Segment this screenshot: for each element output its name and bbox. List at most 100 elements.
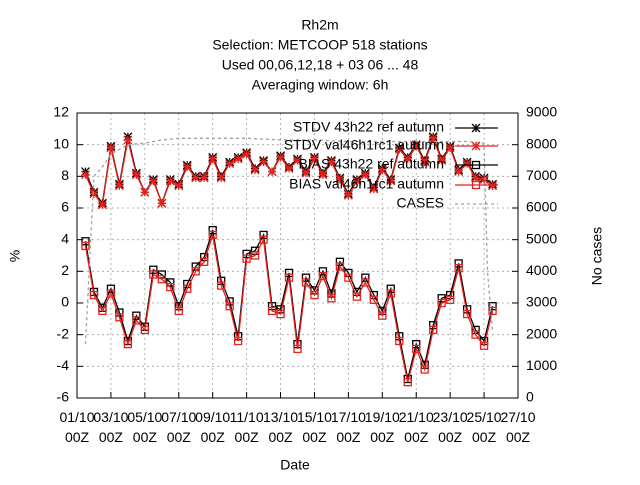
point: [208, 230, 217, 240]
x-tick-label-line: 00Z: [133, 429, 158, 445]
point: [132, 316, 141, 325]
chart-title: Used 00,06,12,18 + 03 06 ... 48: [222, 57, 419, 73]
point: [250, 251, 260, 260]
point: [250, 165, 260, 175]
series-line: [84, 137, 494, 345]
x-tick-label-line: 07/10: [161, 409, 196, 425]
point: [174, 306, 183, 316]
point: [182, 162, 192, 172]
y2-tick-label: 3000: [526, 294, 557, 310]
point: [157, 275, 166, 284]
point: [208, 226, 217, 235]
point: [81, 237, 90, 246]
y-tick-label: -4: [57, 357, 70, 373]
legend-label: BIAS val46h1rc1 autumn: [289, 176, 444, 192]
point: [242, 254, 251, 263]
x-tick-label-line: 13/10: [263, 409, 298, 425]
y-tick-label: 6: [61, 199, 69, 215]
y2-tick-label: 2000: [526, 325, 557, 341]
point: [420, 365, 429, 374]
x-tick-label: 05/10 00Z: [127, 409, 162, 445]
point: [149, 265, 158, 274]
point: [335, 175, 345, 184]
point: [166, 278, 175, 287]
point: [267, 167, 277, 177]
point: [242, 249, 251, 259]
point: [437, 298, 446, 308]
point: [123, 340, 133, 349]
point: [293, 344, 302, 354]
x-tick-label: 21/10 00Z: [399, 409, 434, 445]
point: [106, 289, 116, 298]
legend-label: CASES: [397, 195, 444, 211]
y2-tick-label: 4000: [526, 262, 557, 278]
x-tick-label: 13/10 00Z: [263, 409, 298, 445]
point: [361, 278, 370, 287]
x-tick-label: 15/10 00Z: [297, 409, 332, 445]
point: [411, 141, 421, 151]
point: [327, 294, 336, 303]
point: [352, 292, 362, 301]
point: [462, 159, 472, 169]
x-tick-label: 11/10 00Z: [230, 409, 264, 445]
point: [462, 309, 472, 319]
point: [132, 311, 141, 320]
point: [301, 273, 311, 282]
x-tick-label-line: 27/10: [500, 409, 535, 425]
point: [97, 200, 107, 210]
x-tick-label-line: 21/10: [399, 409, 434, 425]
y2-tick-label: 5000: [526, 230, 557, 246]
point: [343, 190, 353, 200]
y-tick-label: 8: [61, 167, 69, 183]
point: [386, 289, 395, 298]
point: [81, 170, 90, 180]
point: [157, 198, 167, 208]
y-axis-label: %: [7, 250, 23, 262]
point: [386, 176, 396, 186]
point: [284, 268, 294, 278]
y-tick-label: 0: [61, 294, 69, 310]
point: [488, 181, 498, 191]
point: [454, 167, 464, 177]
point: [115, 313, 124, 322]
point: [335, 257, 345, 266]
x-tick-label: 23/10 00Z: [433, 409, 468, 445]
point: [471, 160, 481, 170]
point: [293, 156, 302, 165]
x-tick-label-line: 01/10: [59, 409, 94, 425]
y-tick-label: -6: [57, 389, 70, 405]
point: [479, 341, 489, 350]
x-tick-label-line: 09/10: [195, 409, 230, 425]
point: [276, 309, 285, 319]
x-tick-label-line: 15/10: [297, 409, 332, 425]
point: [217, 281, 226, 290]
point: [344, 273, 353, 282]
point: [318, 170, 328, 180]
point: [428, 133, 438, 143]
x-tick-label: 07/10 00Z: [161, 409, 196, 445]
point: [403, 378, 412, 387]
point: [140, 187, 150, 197]
x-tick-label-line: 05/10: [127, 409, 162, 425]
x-tick-label: 17/10 00Z: [331, 409, 366, 445]
point: [114, 181, 124, 191]
x-tick-label-line: 03/10: [93, 409, 128, 425]
legend-label: STDV val46h1rc1 autumn: [284, 137, 444, 153]
point: [310, 290, 319, 300]
point: [488, 306, 497, 316]
point: [318, 271, 328, 281]
x-tick-label-line: 00Z: [438, 429, 463, 445]
x-tick-label-line: 00Z: [404, 429, 429, 445]
point: [106, 143, 116, 153]
x-tick-label-line: 00Z: [99, 429, 124, 445]
point: [233, 336, 243, 346]
x-tick-label: 27/10 00Z: [500, 409, 535, 445]
point: [369, 295, 378, 304]
point: [352, 176, 362, 186]
point: [454, 264, 463, 273]
point: [216, 173, 226, 183]
point: [174, 181, 184, 191]
point: [412, 344, 421, 354]
point: [284, 163, 294, 173]
point: [89, 189, 99, 199]
